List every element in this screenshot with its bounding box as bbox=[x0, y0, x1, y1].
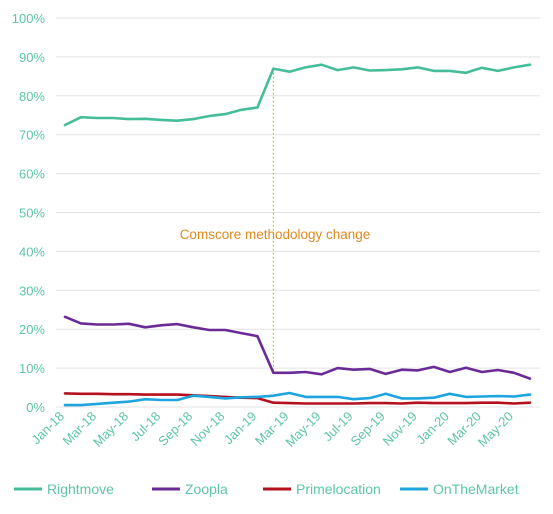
y-tick-label: 30% bbox=[19, 283, 45, 298]
x-tick-label: May-20 bbox=[475, 409, 516, 450]
series-line-rightmove bbox=[63, 63, 532, 127]
series-line-zoopla bbox=[63, 315, 532, 380]
x-tick-label: May-19 bbox=[282, 409, 323, 450]
y-tick-label: 0% bbox=[26, 400, 45, 415]
y-tick-label: 50% bbox=[19, 206, 45, 221]
y-tick-label: 90% bbox=[19, 50, 45, 65]
series-line-onthemarket bbox=[63, 391, 532, 407]
legend-label: Zoopla bbox=[185, 481, 228, 497]
y-tick-label: 80% bbox=[19, 89, 45, 104]
x-tick-label: Nov-19 bbox=[380, 409, 420, 449]
y-tick-label: 100% bbox=[12, 11, 46, 26]
x-tick-label: Sep-19 bbox=[348, 409, 388, 449]
series-line-primelocation bbox=[63, 392, 532, 405]
y-tick-label: 40% bbox=[19, 244, 45, 259]
y-tick-label: 10% bbox=[19, 361, 45, 376]
x-tick-label: May-18 bbox=[90, 409, 131, 450]
y-tick-label: 60% bbox=[19, 167, 45, 182]
x-tick-label: Nov-18 bbox=[187, 409, 227, 449]
y-tick-label: 20% bbox=[19, 322, 45, 337]
y-tick-label: 70% bbox=[19, 128, 45, 143]
legend-label: Rightmove bbox=[47, 481, 114, 497]
x-tick-label: Jan-19 bbox=[221, 409, 260, 448]
annotation-text: Comscore methodology change bbox=[180, 227, 371, 242]
x-tick-label: Sep-18 bbox=[155, 409, 195, 449]
legend-label: OnTheMarket bbox=[433, 481, 519, 497]
x-tick-label: Jan-20 bbox=[413, 409, 452, 448]
legend-label: Primelocation bbox=[296, 481, 381, 497]
